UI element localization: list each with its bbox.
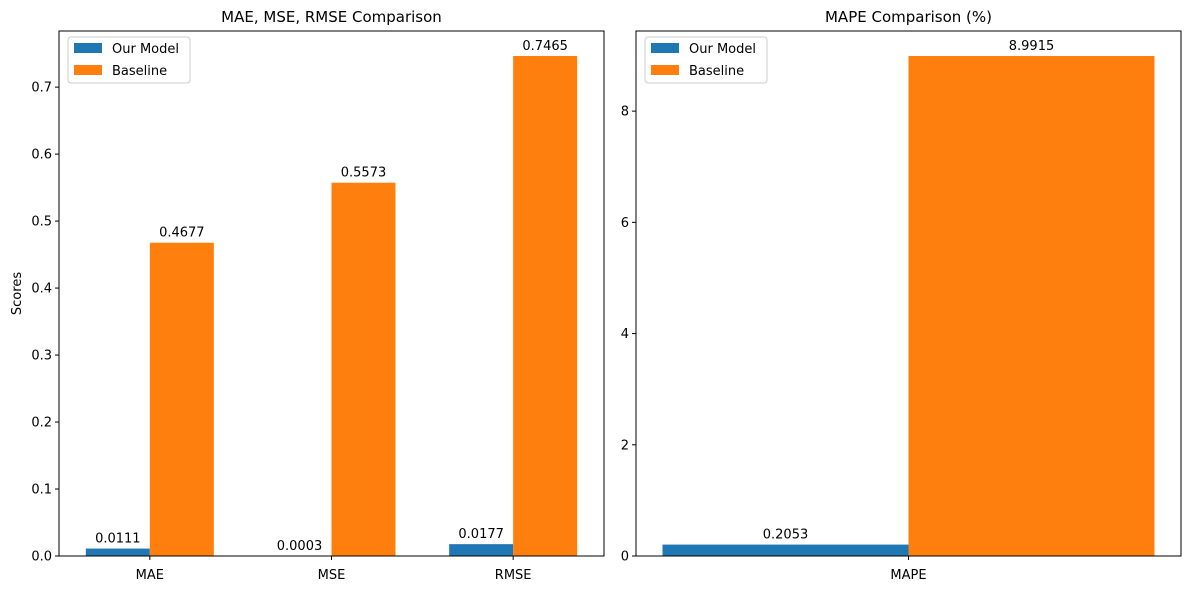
data-label: 0.5573 bbox=[341, 166, 387, 181]
chart-title: MAE, MSE, RMSE Comparison bbox=[221, 8, 442, 26]
y-tick-label: 0.3 bbox=[31, 349, 52, 364]
legend-swatch bbox=[74, 43, 102, 53]
data-label: 0.7465 bbox=[522, 39, 568, 54]
y-tick-label: 2 bbox=[621, 438, 629, 453]
legend-label: Baseline bbox=[689, 64, 744, 79]
y-tick-label: 0.0 bbox=[31, 550, 52, 565]
x-tick-label: MAE bbox=[136, 568, 164, 583]
bar-baseline-mse bbox=[331, 182, 396, 556]
data-label: 0.0177 bbox=[458, 527, 504, 542]
data-label: 0.2053 bbox=[763, 528, 809, 543]
y-tick-label: 0 bbox=[621, 550, 629, 565]
y-tick-label: 0.2 bbox=[31, 416, 52, 431]
bar-baseline-rmse bbox=[513, 55, 578, 557]
y-tick-label: 0.1 bbox=[31, 483, 52, 498]
legend: Our Model Baseline bbox=[67, 36, 191, 84]
y-tick-label: 0.5 bbox=[31, 215, 52, 230]
chart-panel-1: MAE, MSE, RMSE Comparison 0.0111 0.0003 0.0… bbox=[10, 8, 605, 583]
x-tick-label: RMSE bbox=[495, 568, 532, 583]
bar-our-model-rmse bbox=[449, 544, 514, 556]
x-tick-label: MAPE bbox=[890, 568, 926, 583]
y-tick-label: 4 bbox=[621, 327, 629, 342]
bar-our-model-mape bbox=[662, 544, 909, 556]
bar-our-model-mae bbox=[85, 548, 150, 556]
legend-label: Baseline bbox=[112, 64, 167, 79]
bar-baseline-mae bbox=[149, 242, 214, 556]
bar-baseline-mape bbox=[908, 55, 1155, 556]
y-tick-label: 0.6 bbox=[31, 148, 52, 163]
legend-swatch bbox=[651, 43, 679, 53]
x-tick-label: MSE bbox=[318, 568, 346, 583]
legend-label: Our Model bbox=[112, 42, 179, 57]
y-axis-label: Scores bbox=[10, 272, 25, 315]
y-tick-label: 0.4 bbox=[31, 282, 52, 297]
data-label: 0.0111 bbox=[95, 532, 141, 547]
y-tick-label: 6 bbox=[621, 216, 629, 231]
data-label: 0.0003 bbox=[277, 539, 323, 554]
chart-panel-2: MAPE Comparison (%) 0.2053 8.9915 0 2 4 6 8 MAPE… bbox=[621, 8, 1182, 583]
chart-title: MAPE Comparison (%) bbox=[825, 8, 992, 26]
legend-swatch bbox=[74, 65, 102, 75]
legend-swatch bbox=[651, 65, 679, 75]
legend-label: Our Model bbox=[689, 42, 756, 57]
data-label: 8.9915 bbox=[1009, 39, 1055, 54]
data-label: 0.4677 bbox=[159, 226, 205, 241]
y-tick-label: 0.7 bbox=[31, 81, 52, 96]
legend: Our Model Baseline bbox=[644, 36, 768, 84]
y-tick-label: 8 bbox=[621, 105, 629, 120]
